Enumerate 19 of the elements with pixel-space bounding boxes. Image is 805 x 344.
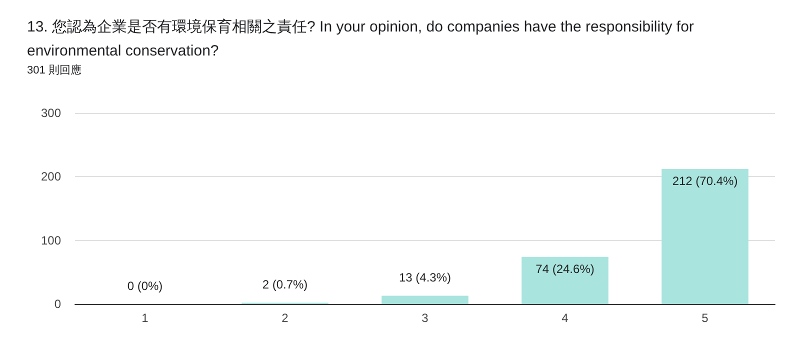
data-label: 74 (24.6%) xyxy=(536,262,594,276)
data-label: 13 (4.3%) xyxy=(398,270,452,285)
data-label: 212 (70.4%) xyxy=(672,174,738,188)
chart-title: 13. 您認為企業是否有環境保育相關之責任? In your opinion, do companies have the responsibility for environmental conservation? xyxy=(27,18,698,60)
bar xyxy=(662,169,748,304)
y-tick-label: 200 xyxy=(40,170,62,184)
y-tick-label: 100 xyxy=(40,233,62,248)
chart-subtitle: 301 則回應 xyxy=(27,64,82,76)
x-tick-label: 1 xyxy=(142,311,149,325)
data-label: 2 (0.7%) xyxy=(262,278,308,292)
data-label: 0 (0%) xyxy=(127,279,163,293)
x-tick-label: 4 xyxy=(562,311,569,325)
y-tick-label: 300 xyxy=(40,106,62,120)
y-tick-label: 0 xyxy=(54,297,62,311)
x-tick-label: 5 xyxy=(702,311,709,325)
bar xyxy=(522,256,608,304)
x-tick-label: 2 xyxy=(282,311,289,325)
x-tick-label: 3 xyxy=(422,311,429,325)
bar xyxy=(382,296,468,304)
